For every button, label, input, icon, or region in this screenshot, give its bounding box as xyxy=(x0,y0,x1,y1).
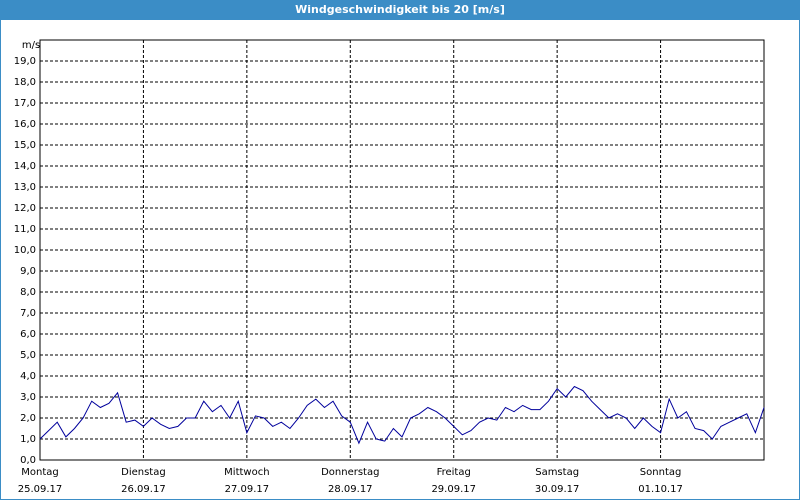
x-tick-date: 27.09.17 xyxy=(225,484,270,495)
y-tick-label: 7,0 xyxy=(20,308,36,319)
y-tick-label: 10,0 xyxy=(14,245,36,256)
x-tick-label: Donnerstag xyxy=(321,467,379,478)
y-tick-label: 17,0 xyxy=(14,98,36,109)
y-tick-label: 18,0 xyxy=(14,77,36,88)
x-tick-label: Freitag xyxy=(437,467,471,478)
y-tick-label: 2,0 xyxy=(20,413,36,424)
chart-title: Windgeschwindigkeit bis 20 [m/s] xyxy=(295,3,505,16)
x-tick-label: Sonntag xyxy=(640,467,682,478)
x-tick-label: Samstag xyxy=(535,467,579,478)
x-tick-date: 25.09.17 xyxy=(18,484,63,495)
y-tick-label: 0,0 xyxy=(20,455,36,466)
x-tick-label: Mittwoch xyxy=(224,467,269,478)
y-tick-label: 15,0 xyxy=(14,140,36,151)
title-bar xyxy=(0,0,800,20)
x-tick-date: 28.09.17 xyxy=(328,484,373,495)
plot-frame xyxy=(39,39,765,461)
x-tick-date: 30.09.17 xyxy=(535,484,580,495)
y-tick-label: 8,0 xyxy=(20,287,36,298)
data-line xyxy=(39,385,765,445)
y-tick-label: 6,0 xyxy=(20,329,36,340)
y-tick-label: 19,0 xyxy=(14,56,36,67)
y-tick-label: 3,0 xyxy=(20,392,36,403)
x-tick-label: Dienstag xyxy=(121,467,166,478)
y-tick-label: 12,0 xyxy=(14,203,36,214)
y-tick-label: 11,0 xyxy=(14,224,36,235)
y-tick-label: 5,0 xyxy=(20,350,36,361)
x-tick-date: 01.10.17 xyxy=(638,484,683,495)
y-tick-label: 1,0 xyxy=(20,434,36,445)
x-tick-label: Montag xyxy=(21,467,58,478)
x-tick-date: 29.09.17 xyxy=(431,484,476,495)
y-tick-label: 13,0 xyxy=(14,182,36,193)
y-tick-label: 16,0 xyxy=(14,119,36,130)
y-tick-label: 4,0 xyxy=(20,371,36,382)
y-tick-label: 9,0 xyxy=(20,266,36,277)
y-unit: m/s xyxy=(22,40,40,51)
y-tick-label: 14,0 xyxy=(14,161,36,172)
x-tick-date: 26.09.17 xyxy=(121,484,166,495)
